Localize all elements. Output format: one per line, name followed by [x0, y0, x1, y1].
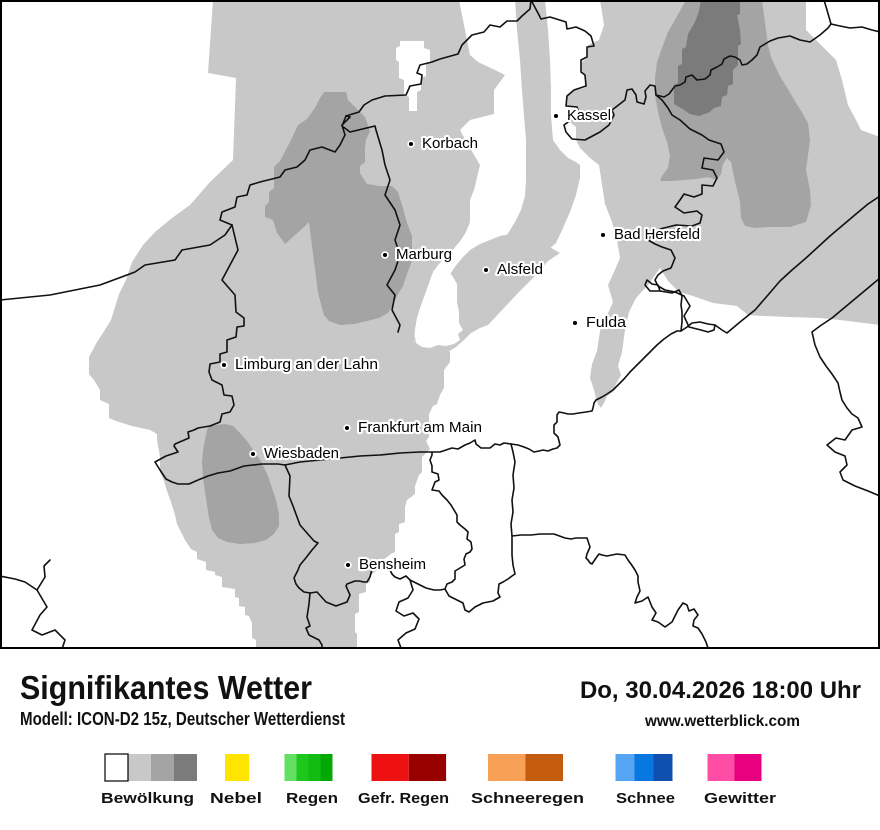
- svg-text:www.wetterblick.com: www.wetterblick.com: [644, 713, 800, 730]
- svg-text:Alsfeld: Alsfeld: [497, 262, 543, 278]
- svg-text:Kassel: Kassel: [567, 108, 611, 124]
- svg-text:Do, 30.04.2026 18:00 Uhr: Do, 30.04.2026 18:00 Uhr: [580, 677, 861, 704]
- svg-text:Regen: Regen: [286, 791, 338, 807]
- svg-text:Marburg: Marburg: [396, 247, 452, 263]
- svg-text:Fulda: Fulda: [586, 315, 627, 331]
- svg-text:Schnee: Schnee: [616, 791, 675, 807]
- svg-text:Schneeregen: Schneeregen: [471, 791, 584, 807]
- svg-text:Gewitter: Gewitter: [704, 791, 776, 807]
- svg-text:Signifikantes Wetter: Signifikantes Wetter: [20, 669, 312, 706]
- svg-text:Bensheim: Bensheim: [359, 557, 426, 573]
- svg-text:Frankfurt am Main: Frankfurt am Main: [358, 420, 482, 436]
- svg-text:Korbach: Korbach: [422, 136, 478, 152]
- svg-text:Limburg an der Lahn: Limburg an der Lahn: [235, 357, 378, 373]
- svg-text:Bewölkung: Bewölkung: [101, 791, 194, 807]
- svg-text:Nebel: Nebel: [210, 791, 262, 807]
- svg-text:Bad Hersfeld: Bad Hersfeld: [614, 227, 700, 243]
- svg-text:Gefr. Regen: Gefr. Regen: [358, 791, 449, 807]
- svg-text:Modell: ICON-D2 15z, Deutscher: Modell: ICON-D2 15z, Deutscher Wetterdie…: [20, 708, 345, 729]
- svg-text:Wiesbaden: Wiesbaden: [264, 446, 339, 462]
